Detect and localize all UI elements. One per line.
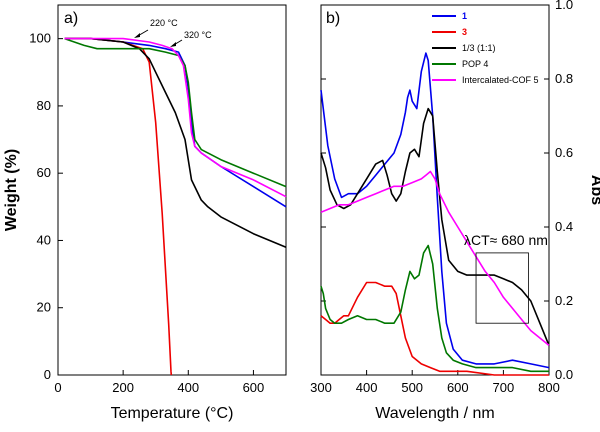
x-tick-label: 400 <box>177 380 199 395</box>
y-tick-label: 100 <box>29 31 51 46</box>
y-tick-label: 0 <box>44 367 51 382</box>
series-line-0 <box>320 52 550 369</box>
legend-label-1: 1 <box>462 11 467 21</box>
x-tick-label: 0 <box>54 380 61 395</box>
panel-b-xlabel: Wavelength / nm <box>375 405 494 422</box>
y-tick-label: 0.0 <box>555 367 573 382</box>
y-tick-label: 40 <box>37 232 51 247</box>
legend-label-3: 3 <box>462 27 467 37</box>
legend-label-cof5: Intercalated-COF 5 <box>462 75 539 85</box>
annotation-220c: 220 °C <box>150 18 178 28</box>
series-line-4 <box>320 170 550 347</box>
series-line-0 <box>64 37 287 208</box>
x-tick-label: 500 <box>401 380 423 395</box>
y-tick-label: 60 <box>37 165 51 180</box>
x-tick-label: 400 <box>356 380 378 395</box>
y-tick-label: 0.8 <box>555 71 573 86</box>
panel-a-ylabel: Weight (%) <box>3 149 20 231</box>
panel-a-frame <box>57 4 287 376</box>
series-line-2 <box>320 107 550 346</box>
panel-a-series <box>64 37 287 376</box>
legend-label-pop4: POP 4 <box>462 59 488 69</box>
panel-a-label: a) <box>64 10 78 27</box>
y-tick-label: 1.0 <box>555 0 573 12</box>
x-tick-label: 600 <box>243 380 265 395</box>
y-tick-label: 0.2 <box>555 293 573 308</box>
panel-b-frame <box>320 4 550 376</box>
legend: 1 3 1/3 (1:1) POP 4 Intercalated-COF 5 <box>432 11 539 85</box>
panel-b-series <box>320 52 550 376</box>
panel-a-ticks: 0 200 400 600 0 20 40 60 80 100 <box>29 31 264 395</box>
annotation-220c-arrowhead <box>134 33 140 38</box>
series-line-4 <box>64 37 287 198</box>
y-tick-label: 80 <box>37 98 51 113</box>
series-line-2 <box>64 37 287 248</box>
annotation-320c: 320 °C <box>184 30 212 40</box>
x-tick-label: 300 <box>310 380 332 395</box>
panel-b-ylabel: Abs <box>588 175 600 205</box>
y-tick-label: 0.4 <box>555 219 573 234</box>
panel-a-xlabel: Temperature (°C) <box>111 405 234 422</box>
series-line-1 <box>64 37 173 376</box>
x-tick-label: 600 <box>447 380 469 395</box>
legend-label-mix: 1/3 (1:1) <box>462 43 496 53</box>
x-tick-label: 800 <box>538 380 560 395</box>
y-tick-label: 0.6 <box>555 145 573 160</box>
ct-band-label: λCT≈ 680 nm <box>464 232 548 248</box>
y-tick-label: 20 <box>37 300 51 315</box>
annotation-320c-arrowhead <box>170 42 176 47</box>
x-tick-label: 200 <box>112 380 134 395</box>
ct-band-box <box>475 252 529 324</box>
series-line-1 <box>320 281 549 376</box>
panel-b-label: b) <box>326 10 340 27</box>
series-line-3 <box>320 244 549 373</box>
x-tick-label: 700 <box>493 380 515 395</box>
